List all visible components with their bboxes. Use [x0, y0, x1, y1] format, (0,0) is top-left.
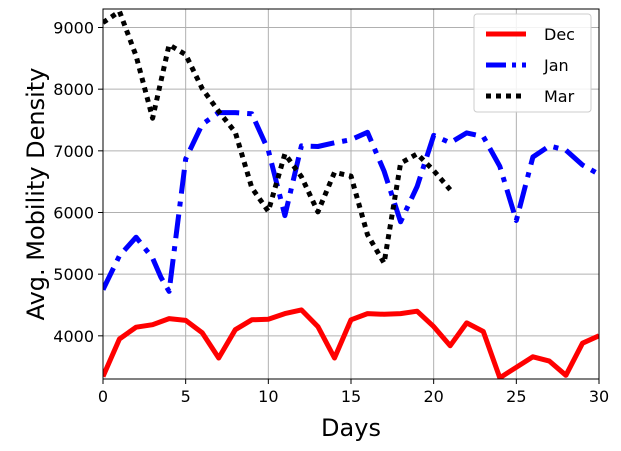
legend-box	[473, 13, 592, 113]
x-tick-label: 10	[258, 387, 278, 406]
y-tick-label: 8000	[53, 80, 94, 99]
y-tick-label: 7000	[53, 142, 94, 161]
y-tick-label: 6000	[53, 204, 94, 223]
x-ticks: 0 5 10 15 20 25 30	[98, 379, 609, 406]
x-tick-label: 0	[98, 387, 108, 406]
x-tick-label: 20	[423, 387, 443, 406]
y-tick-label: 5000	[53, 265, 94, 284]
x-tick-label: 30	[589, 387, 609, 406]
series-line-dec	[103, 307, 599, 379]
y-tick-label: 9000	[53, 19, 94, 38]
series-line-jan	[103, 110, 599, 294]
series-line-mar	[103, 9, 453, 266]
series-lines	[103, 9, 599, 379]
x-tick-label: 15	[341, 387, 361, 406]
legend-label-mar: Mar	[544, 87, 575, 106]
x-tick-label: 5	[181, 387, 191, 406]
legend-label-dec: Dec	[544, 25, 575, 44]
y-tick-label: 4000	[53, 327, 94, 346]
x-axis-title: Days	[321, 414, 381, 442]
legend: Dec Jan Mar	[473, 13, 592, 113]
legend-label-jan: Jan	[543, 56, 569, 75]
x-tick-label: 25	[506, 387, 526, 406]
y-ticks: 4000 5000 6000 7000 8000 9000	[53, 19, 103, 346]
y-axis-title: Avg. Mobility Density	[22, 68, 50, 321]
